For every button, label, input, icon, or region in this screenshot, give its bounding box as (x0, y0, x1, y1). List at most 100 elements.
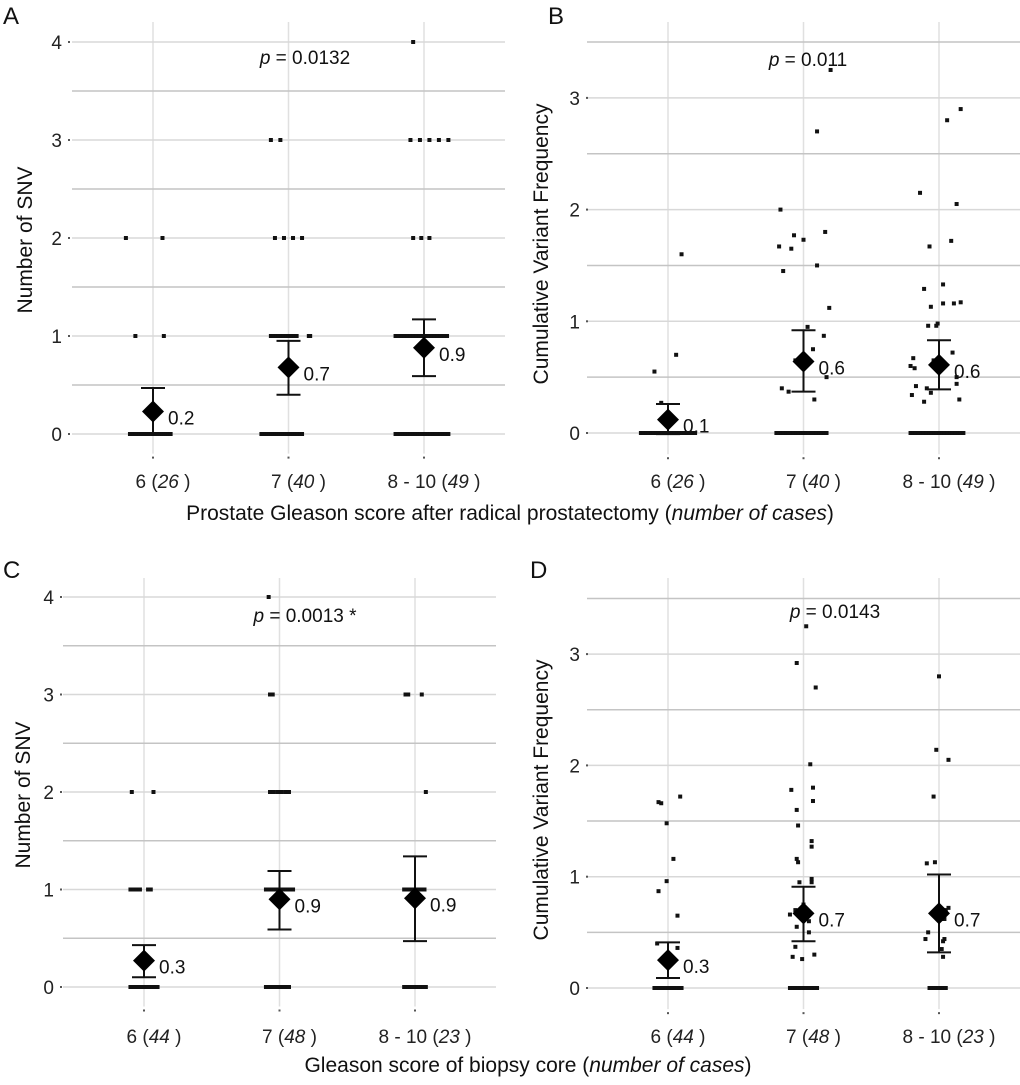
data-point (426, 334, 431, 338)
data-point (403, 692, 408, 697)
y-axis-title: Cumulative Variant Frequency (530, 659, 553, 940)
x-tick-label: 8 - 10 (23 ) (379, 1027, 472, 1048)
data-point (279, 432, 284, 436)
data-point (950, 431, 955, 435)
data-point (922, 399, 927, 404)
data-point (417, 334, 422, 338)
data-point (414, 334, 419, 338)
x-tick-label: 7 (48 ) (262, 1027, 317, 1048)
data-point (419, 887, 424, 892)
y-tick-mark (60, 596, 62, 598)
data-point (261, 432, 266, 436)
p-value-annotation: p = 0.011 (768, 50, 847, 71)
data-point (948, 431, 953, 435)
panel-B: 0 1 2 3 Cumulative Variant Frequency Bp = 0.0… (530, 3, 1020, 493)
data-point (280, 887, 285, 892)
data-point (134, 887, 139, 892)
mean-value-label: 0.7 (954, 910, 980, 931)
data-point (408, 334, 413, 338)
mean-value-label: 0.7 (819, 910, 845, 931)
y-tick-mark (586, 208, 588, 211)
data-point (786, 431, 791, 435)
p-value-annotation: p = 0.0132 (259, 48, 350, 69)
data-point (416, 887, 421, 892)
data-point (934, 431, 939, 435)
x-tick-mark (938, 1012, 940, 1015)
data-point (268, 138, 273, 142)
data-point (815, 129, 820, 134)
data-point (911, 356, 916, 361)
data-point (292, 334, 297, 338)
mean-diamond-marker (792, 902, 815, 925)
data-point (796, 860, 801, 865)
data-point (815, 263, 820, 268)
p-value-annotation: p = 0.0143 (789, 602, 880, 623)
data-point (270, 692, 275, 697)
y-tick-label: 2 (51, 229, 62, 250)
data-point (137, 887, 142, 892)
data-point (413, 432, 418, 436)
mean-diamond-marker (657, 949, 679, 972)
data-point (431, 432, 436, 436)
data-point (399, 334, 404, 338)
data-point (921, 431, 926, 435)
data-point (928, 390, 933, 395)
data-point (675, 945, 680, 950)
data-point (822, 431, 827, 435)
data-point (937, 674, 941, 679)
data-point (284, 334, 289, 338)
data-point (411, 334, 416, 338)
x-tick-label: 6 (44 ) (127, 1027, 182, 1048)
x-tick-mark (414, 1009, 416, 1012)
y-tick-mark (60, 888, 62, 891)
panel-letter: B (548, 3, 564, 30)
data-point (411, 432, 416, 436)
data-point (941, 282, 946, 287)
data-point (667, 431, 672, 435)
y-tick-label: 1 (569, 312, 580, 333)
y-tick-label: 3 (51, 131, 62, 152)
mean-diamond-marker (657, 408, 679, 431)
data-point (411, 40, 416, 44)
data-point (813, 685, 818, 690)
data-point (641, 431, 646, 435)
data-point (270, 887, 275, 892)
data-point (287, 432, 292, 436)
data-point (810, 799, 815, 804)
x-tick-mark (423, 456, 425, 459)
data-point (687, 431, 692, 435)
data-point (806, 431, 811, 435)
data-point (916, 431, 921, 435)
data-point (810, 785, 815, 790)
data-point (285, 432, 290, 436)
data-point (281, 334, 286, 338)
data-point (406, 985, 411, 989)
data-point (919, 431, 924, 435)
data-point (809, 876, 814, 881)
data-point (945, 431, 950, 435)
data-point (796, 823, 801, 828)
data-point (923, 937, 928, 942)
data-point (286, 887, 291, 892)
data-point (421, 985, 426, 989)
data-point (291, 236, 296, 240)
data-point (442, 334, 447, 338)
data-point (268, 692, 273, 697)
data-point (942, 431, 947, 435)
data-point (911, 431, 916, 435)
data-point (794, 924, 799, 929)
data-point (398, 432, 403, 436)
y-tick-mark (586, 764, 588, 767)
data-point (664, 879, 669, 884)
data-point (794, 661, 799, 666)
data-point (435, 334, 440, 338)
mean-value-label: 0.2 (168, 408, 194, 429)
data-point (949, 238, 954, 243)
data-point (415, 985, 420, 989)
data-point (438, 432, 443, 436)
data-point (283, 432, 288, 436)
data-point (405, 334, 410, 338)
data-point (679, 252, 684, 257)
data-point (408, 138, 413, 142)
data-point (131, 887, 136, 892)
